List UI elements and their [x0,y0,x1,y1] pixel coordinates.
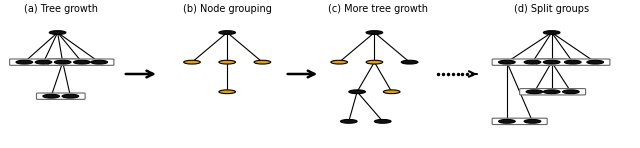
Ellipse shape [49,31,66,34]
FancyBboxPatch shape [10,59,77,65]
Ellipse shape [62,94,79,98]
Ellipse shape [331,60,348,64]
Ellipse shape [499,119,515,123]
Text: (a) Tree growth: (a) Tree growth [24,4,98,15]
FancyBboxPatch shape [492,118,547,124]
Ellipse shape [219,60,236,64]
FancyBboxPatch shape [537,59,610,65]
Ellipse shape [91,60,108,64]
Ellipse shape [16,60,33,64]
Ellipse shape [563,90,579,94]
Ellipse shape [564,60,581,64]
Ellipse shape [543,31,560,34]
Text: (c) More tree growth: (c) More tree growth [328,4,428,15]
Ellipse shape [526,90,543,94]
FancyBboxPatch shape [36,93,85,99]
Ellipse shape [254,60,271,64]
FancyBboxPatch shape [48,59,114,65]
Ellipse shape [366,31,383,34]
Ellipse shape [219,90,236,94]
Ellipse shape [543,90,560,94]
Ellipse shape [219,31,236,34]
Ellipse shape [349,90,365,94]
FancyBboxPatch shape [520,89,586,95]
Ellipse shape [340,119,357,123]
Text: (d) Split groups: (d) Split groups [514,4,589,15]
Ellipse shape [43,94,60,98]
Ellipse shape [524,119,541,123]
Ellipse shape [74,60,90,64]
FancyBboxPatch shape [492,59,566,65]
Ellipse shape [35,60,52,64]
Ellipse shape [54,60,71,64]
Ellipse shape [499,60,515,64]
Ellipse shape [543,60,560,64]
Text: (b) Node grouping: (b) Node grouping [183,4,271,15]
Ellipse shape [366,60,383,64]
Ellipse shape [184,60,200,64]
Ellipse shape [587,60,604,64]
Ellipse shape [401,60,418,64]
Ellipse shape [374,119,391,123]
Ellipse shape [383,90,400,94]
Ellipse shape [524,60,541,64]
